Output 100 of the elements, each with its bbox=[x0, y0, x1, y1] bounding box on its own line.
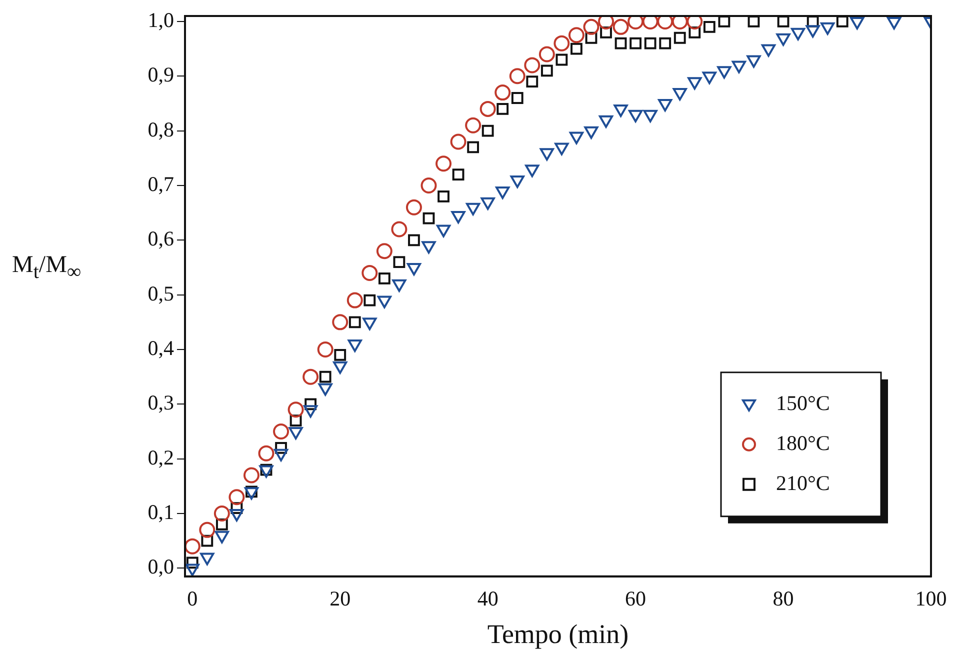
point bbox=[569, 132, 584, 144]
point bbox=[201, 534, 214, 547]
point bbox=[688, 77, 702, 90]
legend-label: 180°C bbox=[776, 430, 830, 455]
point bbox=[540, 148, 554, 161]
point bbox=[554, 142, 569, 156]
point bbox=[319, 370, 332, 383]
point bbox=[185, 538, 200, 554]
point bbox=[451, 211, 466, 224]
point bbox=[644, 37, 656, 50]
point bbox=[746, 55, 761, 68]
point bbox=[438, 190, 450, 202]
y-tick-label: 0,1 bbox=[148, 500, 174, 524]
point bbox=[600, 26, 612, 38]
point bbox=[450, 134, 466, 150]
point bbox=[658, 98, 672, 112]
x-axis-title: Tempo (min) bbox=[487, 618, 629, 649]
point bbox=[761, 44, 776, 57]
x-tick-label: 80 bbox=[772, 586, 794, 611]
point bbox=[556, 54, 568, 66]
point bbox=[584, 126, 598, 139]
point bbox=[362, 264, 378, 281]
point bbox=[702, 72, 716, 84]
point bbox=[377, 296, 392, 308]
point bbox=[628, 110, 643, 122]
point bbox=[302, 368, 319, 385]
point bbox=[186, 556, 198, 569]
point bbox=[598, 115, 614, 128]
point bbox=[391, 221, 408, 238]
point bbox=[509, 68, 526, 84]
legend-label: 210°C bbox=[776, 470, 830, 495]
point bbox=[317, 342, 334, 358]
point bbox=[526, 76, 538, 88]
y-tick-label: 0,7 bbox=[148, 172, 174, 196]
point bbox=[686, 16, 703, 30]
point bbox=[420, 177, 437, 194]
point bbox=[776, 33, 790, 46]
point bbox=[422, 241, 436, 254]
point bbox=[790, 28, 806, 40]
point bbox=[524, 57, 540, 74]
x-tick-label: 100 bbox=[915, 586, 947, 611]
point bbox=[496, 186, 510, 199]
point bbox=[510, 176, 524, 188]
point bbox=[228, 489, 245, 506]
point bbox=[406, 262, 422, 276]
y-tick-label: 0,8 bbox=[148, 117, 174, 142]
point bbox=[288, 402, 304, 418]
x-tick-label: 20 bbox=[330, 586, 351, 611]
point bbox=[480, 197, 495, 210]
point bbox=[436, 224, 451, 238]
point bbox=[422, 212, 435, 224]
point bbox=[540, 64, 553, 77]
point bbox=[288, 427, 303, 440]
point bbox=[275, 442, 287, 454]
y-tick-label: 1,0 bbox=[148, 8, 174, 32]
point bbox=[465, 117, 482, 134]
point bbox=[511, 92, 524, 104]
point bbox=[258, 445, 274, 462]
point bbox=[836, 16, 848, 28]
point bbox=[657, 16, 674, 30]
point bbox=[199, 522, 216, 538]
point bbox=[554, 35, 570, 52]
point bbox=[672, 88, 687, 101]
point bbox=[732, 60, 746, 74]
point bbox=[570, 42, 582, 55]
y-tick-label: 0,5 bbox=[148, 281, 174, 306]
point bbox=[436, 156, 452, 172]
point bbox=[362, 318, 377, 330]
point bbox=[333, 361, 348, 374]
point bbox=[482, 124, 494, 137]
point bbox=[820, 22, 835, 35]
x-tick-label: 40 bbox=[477, 586, 498, 611]
y-tick-label: 0,6 bbox=[148, 226, 174, 251]
point bbox=[273, 424, 290, 440]
point bbox=[806, 25, 820, 38]
y-axis-title: M$_{t}$/M$_{∞}$ bbox=[12, 252, 82, 284]
point bbox=[408, 234, 420, 246]
point bbox=[777, 16, 790, 28]
point bbox=[376, 243, 392, 260]
point bbox=[200, 552, 214, 566]
point bbox=[672, 16, 688, 30]
y-tick-label: 0,3 bbox=[148, 390, 174, 415]
point bbox=[887, 16, 902, 30]
point bbox=[598, 16, 614, 30]
point bbox=[304, 398, 317, 410]
point bbox=[392, 279, 406, 292]
point bbox=[612, 18, 629, 35]
point bbox=[466, 202, 480, 216]
point bbox=[850, 16, 864, 30]
point bbox=[614, 37, 627, 50]
point bbox=[628, 16, 644, 30]
point bbox=[348, 316, 361, 328]
point bbox=[614, 104, 628, 117]
point bbox=[290, 414, 302, 427]
point bbox=[243, 467, 260, 484]
point bbox=[185, 564, 200, 576]
point bbox=[230, 502, 243, 514]
point bbox=[318, 383, 332, 396]
point bbox=[748, 16, 760, 28]
point bbox=[346, 292, 363, 308]
